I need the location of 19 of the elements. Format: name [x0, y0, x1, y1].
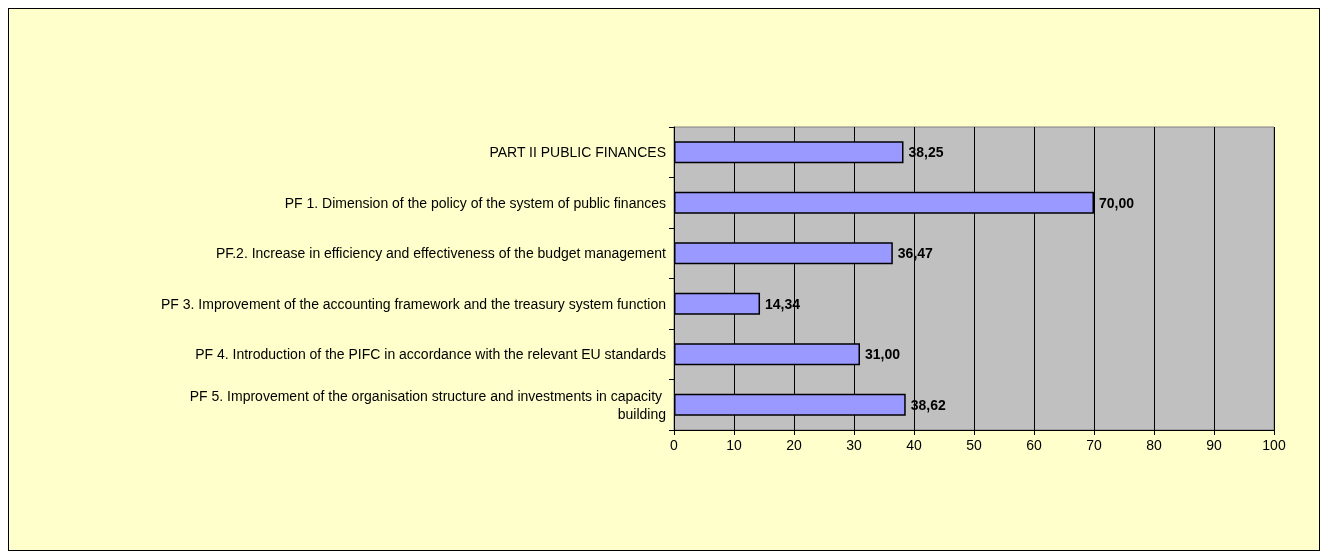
x-tick-label: 0 — [670, 437, 679, 453]
y-tick-label: PF 3. Improvement of the accounting framework and the treasury system function — [160, 295, 666, 312]
x-tick-label: 50 — [966, 437, 982, 453]
y-tick-label: PF 5. Improvement of the organisation structure and investments in capacity building — [189, 387, 666, 422]
x-tick-label: 20 — [786, 437, 802, 453]
x-tick-label: 70 — [1086, 437, 1102, 453]
x-tick-label: 80 — [1146, 437, 1162, 453]
x-tick-label: 40 — [906, 437, 922, 453]
x-tick-label: 10 — [726, 437, 742, 453]
y-tick-label: PART II PUBLIC FINANCES — [489, 144, 666, 161]
x-tick-label: 60 — [1026, 437, 1042, 453]
data-label: 31,00 — [865, 346, 901, 363]
x-tick-label: 100 — [1262, 437, 1286, 453]
data-label: 70,00 — [1099, 194, 1135, 211]
x-tick-label: 30 — [846, 437, 862, 453]
y-tick-label: PF 1. Dimension of the policy of the system of public finances — [284, 194, 666, 211]
y-tick-label: PF.2. Increase in efficiency and effectiveness of the budget management — [215, 245, 667, 262]
x-tick-label: 90 — [1206, 437, 1222, 453]
y-tick-label: PF 4. Introduction of the PIFC in accordance with the relevant EU standards — [195, 346, 666, 363]
